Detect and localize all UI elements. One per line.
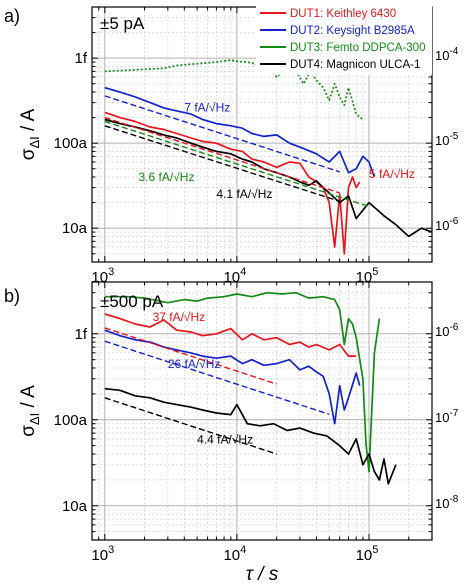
right-tick-label: 10-4 — [435, 46, 459, 63]
right-tick-label: 10-6 — [435, 322, 459, 339]
plot-frame-b — [91, 281, 433, 541]
series-line-1 — [104, 111, 361, 255]
y-tick-label: 100a — [54, 135, 88, 152]
panel-title-a: ±5 pA — [100, 14, 145, 33]
legend-entry: DUT2: Keysight B2985A — [290, 25, 415, 37]
x-axis-label: τ / s — [246, 564, 279, 585]
ticks-a: 103 104 105 10a 100a 1f 10-6 10-5 10-4 — [54, 6, 459, 286]
legend-entry: DUT3: Femto DDPCA-300 — [290, 42, 425, 54]
y-tick-label: 1f — [74, 326, 87, 343]
series-line-3 — [104, 291, 381, 473]
legend-entry: DUT4: Magnicon ULCA-1 — [290, 59, 420, 71]
y-axis-label-b: σΔI / A — [18, 385, 42, 437]
y-tick-label: 10a — [62, 220, 88, 237]
fits-b — [104, 327, 330, 455]
slope-annotation: 3.6 fA/√Hz — [139, 170, 195, 184]
series-line-1 — [104, 313, 357, 357]
series-line-4 — [104, 387, 397, 485]
panel-label-b: b) — [4, 286, 20, 306]
fit-line-2 — [104, 95, 340, 173]
y-tick-label: 10a — [62, 498, 88, 515]
slope-annotation: 5 fA/√Hz — [369, 167, 415, 181]
fit-line-4 — [104, 125, 340, 202]
x-tick-label: 103 — [91, 266, 114, 286]
x-tick-label: 103 — [91, 544, 114, 564]
fit-line-2 — [104, 340, 330, 415]
panel-label-a: a) — [4, 6, 20, 26]
right-tick-label: 10-7 — [435, 408, 459, 425]
right-tick-label: 10-5 — [435, 131, 459, 148]
fits-a — [104, 95, 370, 208]
panel-a: 103 104 105 10a 100a 1f 10-6 10-5 10-4 7 fA/√Hz 5… — [4, 5, 459, 286]
series-b — [104, 291, 397, 485]
slope-annotation: 7 fA/√Hz — [184, 101, 230, 115]
ticks-b: 103 104 105 10a 100a 1f 10-8 10-7 10-6 — [54, 281, 459, 564]
annotations-b: 37 fA/√Hz 26 fA/√Hz 4.4 fA/√Hz — [153, 310, 253, 446]
fit-line-1 — [104, 116, 340, 194]
panel-title-b: ±500 pA — [100, 292, 164, 311]
fit-line-1 — [104, 327, 277, 385]
slope-annotation: 4.4 fA/√Hz — [197, 432, 253, 446]
fit-line-3 — [104, 397, 277, 455]
right-tick-label: 10-8 — [435, 494, 459, 511]
x-tick-label: 105 — [356, 266, 379, 286]
y-tick-label: 1f — [74, 50, 87, 67]
fit-line-3 — [104, 120, 370, 208]
y-tick-label: 100a — [54, 412, 88, 429]
slope-annotation: 37 fA/√Hz — [153, 310, 206, 324]
legend-entry: DUT1: Keithley 6430 — [290, 8, 396, 20]
x-tick-label: 104 — [223, 544, 246, 564]
right-tick-label: 10-6 — [435, 216, 459, 233]
legend-a: DUT1: Keithley 6430 DUT2: Keysight B2985A… — [256, 5, 432, 75]
series-a — [104, 59, 433, 255]
slope-annotation: 4.1 fA/√Hz — [216, 187, 272, 201]
series-line-3 — [104, 59, 364, 121]
slope-annotation: 26 fA/√Hz — [168, 357, 221, 371]
series-line-2 — [104, 86, 376, 178]
x-tick-label: 104 — [223, 266, 246, 286]
x-tick-label: 105 — [356, 544, 379, 564]
y-axis-label-a: σΔI / A — [18, 108, 42, 160]
annotations-a: 7 fA/√Hz 5 fA/√Hz 3.6 fA/√Hz 4.1 fA/√Hz — [139, 101, 415, 202]
panel-b: 103 104 105 10a 100a 1f 10-8 10-7 10-6 37 fA/√Hz… — [4, 281, 459, 585]
